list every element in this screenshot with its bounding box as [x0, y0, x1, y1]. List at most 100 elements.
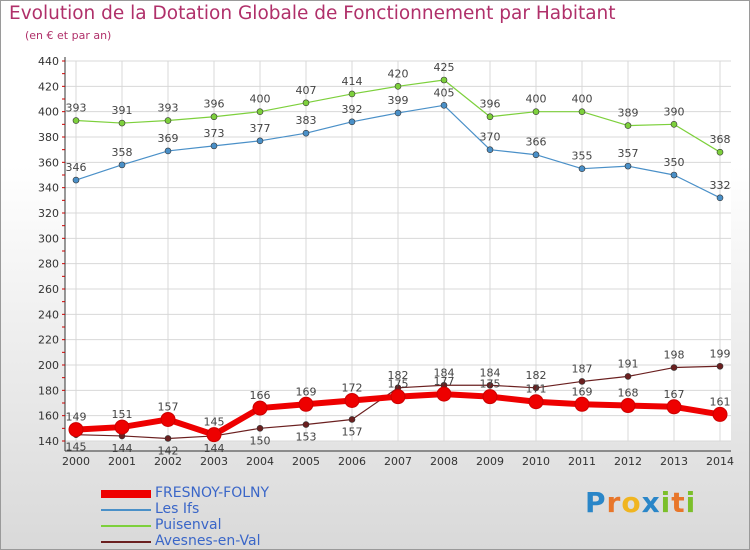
- data-label: 389: [618, 107, 639, 120]
- y-tick-label: 280: [38, 258, 59, 271]
- data-point: [72, 176, 80, 184]
- data-label: 169: [572, 385, 593, 398]
- y-tick-label: 200: [38, 359, 59, 372]
- data-label: 191: [618, 357, 639, 370]
- data-point: [486, 113, 494, 121]
- data-label: 357: [618, 147, 639, 160]
- x-tick-label: 2013: [660, 455, 688, 468]
- data-label: 150: [250, 434, 271, 447]
- data-label: 396: [480, 98, 501, 111]
- data-point: [302, 421, 310, 428]
- x-tick-label: 2007: [384, 455, 412, 468]
- chart-title: Evolution de la Dotation Globale de Fonc…: [9, 3, 616, 24]
- data-point: [624, 122, 632, 129]
- data-label: 157: [342, 425, 363, 438]
- x-tick-label: 2003: [200, 455, 228, 468]
- data-label: 175: [388, 378, 409, 391]
- data-label: 425: [434, 61, 455, 74]
- data-label: 182: [388, 369, 409, 382]
- data-labels: 393 391 393 396 400 407 414 420 425 396 400 400 389 3…: [66, 61, 731, 457]
- x-tick-label: 2011: [568, 455, 596, 468]
- data-point: [348, 118, 356, 126]
- data-label: 168: [618, 387, 639, 400]
- data-point: [532, 384, 540, 392]
- data-point: [578, 165, 586, 172]
- data-point: [482, 389, 498, 405]
- data-label: 390: [664, 105, 685, 118]
- data-label: 392: [342, 103, 363, 116]
- y-tick-label: 340: [38, 182, 59, 195]
- data-label: 399: [388, 94, 409, 107]
- data-label: 187: [572, 362, 593, 375]
- data-point: [712, 406, 728, 422]
- data-point: [344, 392, 360, 408]
- axes: 140 160 180 200 220 240 260 280 300 320 340 360 380 4…: [38, 55, 734, 468]
- data-label: 366: [526, 136, 547, 149]
- data-point: [528, 394, 544, 410]
- data-label: 199: [710, 347, 731, 360]
- data-label: 145: [204, 416, 225, 429]
- legend-swatch: [101, 509, 151, 511]
- y-tick-label: 380: [38, 131, 59, 144]
- data-point: [440, 76, 448, 84]
- data-point: [670, 364, 678, 371]
- data-point: [670, 121, 678, 128]
- data-label: 144: [204, 442, 225, 455]
- y-tick-label: 320: [38, 207, 59, 220]
- data-label: 149: [66, 411, 87, 424]
- legend-label: FRESNOY-FOLNY: [155, 485, 270, 501]
- data-label: 400: [572, 93, 593, 106]
- data-point: [164, 435, 172, 442]
- data-point: [486, 381, 494, 389]
- data-point: [348, 90, 356, 98]
- data-label: 393: [158, 102, 179, 115]
- data-point: [302, 99, 310, 107]
- y-tick-label: 140: [38, 435, 59, 448]
- data-point: [256, 108, 264, 115]
- data-point: [252, 400, 268, 416]
- x-tick-label: 2005: [292, 455, 320, 468]
- data-point: [666, 399, 682, 415]
- data-point: [206, 427, 222, 443]
- data-label: 151: [112, 408, 133, 421]
- y-tick-label: 180: [38, 384, 59, 397]
- data-point: [578, 378, 586, 385]
- data-label: 391: [112, 104, 133, 117]
- data-label: 393: [66, 102, 87, 115]
- x-tick-label: 2009: [476, 455, 504, 468]
- data-label: 166: [250, 389, 271, 402]
- data-point: [624, 373, 632, 380]
- legend-swatch: [101, 541, 151, 543]
- data-label: 400: [526, 93, 547, 106]
- data-label: 182: [526, 369, 547, 382]
- series-layer: [68, 76, 728, 443]
- data-point: [210, 113, 218, 121]
- data-point: [716, 148, 724, 156]
- data-point: [164, 147, 172, 155]
- logo-letter: i: [660, 486, 672, 519]
- x-tick-label: 2004: [246, 455, 274, 468]
- data-point: [210, 142, 218, 150]
- legend-swatch: [101, 490, 151, 498]
- data-point: [532, 108, 540, 115]
- y-tick-label: 300: [38, 232, 59, 245]
- data-point: [716, 362, 724, 370]
- x-tick-label: 2002: [154, 455, 182, 468]
- data-label: 153: [296, 431, 317, 444]
- data-point: [624, 162, 632, 170]
- data-point: [68, 422, 84, 438]
- x-tick-label: 2006: [338, 455, 366, 468]
- data-point: [716, 194, 724, 202]
- logo-letter: i: [685, 486, 697, 519]
- logo-letter: t: [671, 486, 686, 519]
- data-label: 358: [112, 146, 133, 159]
- data-label: 184: [434, 366, 455, 379]
- data-label: 368: [710, 133, 731, 146]
- chart-subtitle: (en € et par an): [25, 29, 112, 42]
- data-label: 142: [158, 444, 179, 457]
- y-tick-label: 360: [38, 156, 59, 169]
- data-point: [164, 117, 172, 124]
- data-label: 171: [526, 383, 547, 396]
- data-point: [348, 416, 356, 423]
